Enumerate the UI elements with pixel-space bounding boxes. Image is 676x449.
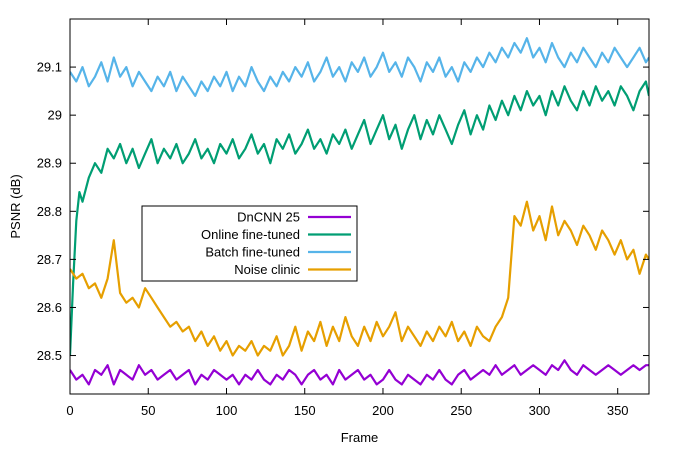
x-tick-label: 0 xyxy=(66,403,73,418)
y-tick-label: 28.9 xyxy=(37,156,62,171)
x-axis: 0 50 100 150 200 250 300 350 xyxy=(66,19,629,418)
series-line-noise-clinic xyxy=(70,200,649,357)
x-tick-label: 350 xyxy=(607,403,629,418)
series-line-dncnn-25 xyxy=(70,359,649,386)
x-tick-label: 300 xyxy=(529,403,551,418)
legend-label: Batch fine-tuned xyxy=(205,245,300,260)
x-tick-label: 150 xyxy=(294,403,316,418)
x-tick-label: 50 xyxy=(141,403,155,418)
y-tick-label: 28.5 xyxy=(37,348,62,363)
x-tick-label: 200 xyxy=(372,403,394,418)
legend: DnCNN 25 Online fine-tuned Batch fine-tune… xyxy=(141,205,358,282)
legend-label: Online fine-tuned xyxy=(201,227,300,242)
x-axis-label: Frame xyxy=(341,430,379,445)
y-tick-label: 28.8 xyxy=(37,204,62,219)
legend-label: DnCNN 25 xyxy=(237,210,300,225)
plot-frame xyxy=(69,18,650,395)
x-tick-label: 100 xyxy=(216,403,238,418)
series-line-online-fine-tuned xyxy=(70,80,649,356)
y-tick-label: 29.1 xyxy=(37,60,62,75)
series-layer xyxy=(70,37,649,386)
y-axis-label: PSNR (dB) xyxy=(8,174,23,238)
legend-label: Noise clinic xyxy=(234,262,300,277)
x-tick-label: 250 xyxy=(450,403,472,418)
y-tick-label: 28.7 xyxy=(37,252,62,267)
series-line-batch-fine-tuned xyxy=(70,37,649,98)
y-axis: 28.5 28.6 28.7 28.8 28.9 29 29.1 xyxy=(37,60,649,363)
y-tick-label: 29 xyxy=(48,108,62,123)
y-tick-label: 28.6 xyxy=(37,300,62,315)
